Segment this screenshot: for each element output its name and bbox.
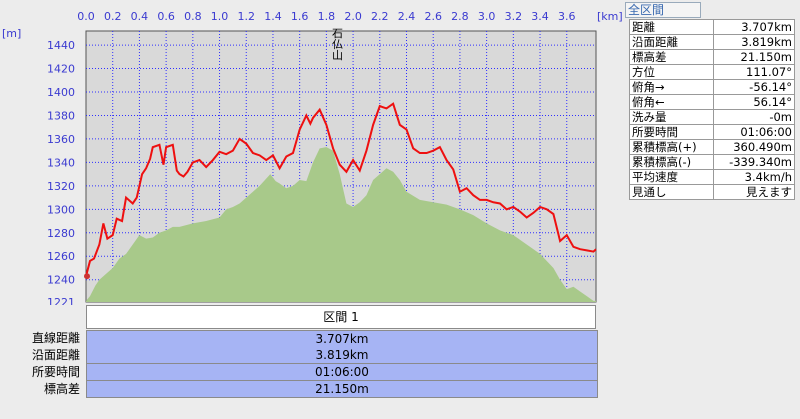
- x-tick-label: 1.0: [211, 10, 229, 23]
- x-axis-ticks: 0.0 0.2 0.4 0.6 0.8 1.0 1.2 1.4 1.6 1.8 2.0 2.2 2.4 2…: [77, 10, 575, 23]
- info-value: -0m: [712, 109, 795, 125]
- x-tick-label: 3.4: [531, 10, 549, 23]
- summary-row: 沿面距離 3.819km: [0, 347, 600, 364]
- x-tick-label: 1.6: [291, 10, 309, 23]
- info-label: 洗み量: [629, 109, 714, 125]
- elevation-chart[interactable]: 0.0 0.2 0.4 0.6 0.8 1.0 1.2 1.4 1.6 1.8 2.0 2.2 2.4 2…: [0, 0, 625, 305]
- info-row: 見通し 見えます: [629, 184, 795, 200]
- y-tick-label: 1420: [47, 63, 75, 76]
- info-row: 累積標高(+) 360.490m: [629, 139, 795, 155]
- y-tick-label: 1260: [47, 250, 75, 263]
- info-label: 所要時間: [629, 124, 714, 140]
- x-tick-label: 1.8: [318, 10, 336, 23]
- info-value: 3.707km: [712, 19, 795, 35]
- x-tick-label: 0.8: [184, 10, 202, 23]
- info-value: 360.490m: [712, 139, 795, 155]
- info-label: 平均速度: [629, 169, 714, 185]
- info-table: 距離 3.707km 沿面距離 3.819km 標高差 21.150m 方位 111.0…: [629, 19, 795, 200]
- y-tick-label: 1380: [47, 109, 75, 122]
- info-row: 洗み量 -0m: [629, 109, 795, 125]
- summary-row: 直線距離 3.707km: [0, 330, 600, 348]
- terrain-area: [86, 147, 596, 302]
- info-panel: 全区間 距離 3.707km 沿面距離 3.819km 標高差 21.150m 方位 1…: [625, 2, 797, 200]
- y-axis-unit: [m]: [2, 27, 21, 40]
- x-tick-label: 2.8: [451, 10, 469, 23]
- info-value: 21.150m: [712, 49, 795, 65]
- summary-value: 3.819km: [86, 347, 598, 364]
- x-tick-label: 2.6: [424, 10, 442, 23]
- y-tick-label: 1440: [47, 39, 75, 52]
- x-tick-label: 2.2: [371, 10, 389, 23]
- summary-label: 所要時間: [31, 365, 80, 379]
- info-value: -56.14°: [712, 79, 795, 95]
- summary-value: 21.150m: [86, 381, 598, 398]
- info-row: 俯角→ -56.14°: [629, 79, 795, 95]
- info-label: 方位: [629, 64, 714, 80]
- y-tick-label: 1240: [47, 274, 75, 287]
- section-header[interactable]: 区間 1: [86, 305, 596, 329]
- y-tick-label: 1320: [47, 180, 75, 193]
- summary-label: 標高差: [43, 382, 80, 396]
- info-label: 標高差: [629, 49, 714, 65]
- x-tick-label: 1.4: [264, 10, 282, 23]
- info-panel-title: 全区間: [625, 2, 701, 18]
- person-marker-icon[interactable]: [84, 273, 90, 280]
- summary-label: 直線距離: [31, 331, 80, 345]
- y-tick-label: 1280: [47, 227, 75, 240]
- y-tick-label: 1340: [47, 156, 75, 169]
- x-tick-label: 0.2: [104, 10, 122, 23]
- x-tick-label: 0.6: [157, 10, 175, 23]
- summary-label: 沿面距離: [31, 348, 80, 362]
- info-value: 見えます: [712, 184, 795, 200]
- summary-row: 所要時間 01:06:00: [0, 364, 600, 381]
- elevation-line: [85, 102, 597, 277]
- info-label: 俯角→: [629, 79, 714, 95]
- x-axis-unit: [km]: [597, 10, 623, 23]
- info-row: 俯角← 56.14°: [629, 94, 795, 110]
- info-row: 累積標高(-) -339.340m: [629, 154, 795, 170]
- info-value: 3.819km: [712, 34, 795, 50]
- x-tick-label: 1.2: [238, 10, 256, 23]
- info-label: 見通し: [629, 184, 714, 200]
- x-tick-label: 0.0: [77, 10, 95, 23]
- y-tick-label: 1400: [47, 86, 75, 99]
- x-tick-label: 2.4: [398, 10, 416, 23]
- info-label: 俯角←: [629, 94, 714, 110]
- x-tick-label: 3.0: [478, 10, 496, 23]
- x-tick-label: 3.6: [558, 10, 576, 23]
- summary-value: 01:06:00: [86, 364, 598, 381]
- info-value: 111.07°: [712, 64, 795, 80]
- info-value: -339.340m: [712, 154, 795, 170]
- section-summary: 直線距離 3.707km 沿面距離 3.819km 所要時間 01:06:00 …: [0, 330, 600, 398]
- info-label: 沿面距離: [629, 34, 714, 50]
- info-value: 56.14°: [712, 94, 795, 110]
- y-tick-label: 1300: [47, 203, 75, 216]
- y-tick-label: 1360: [47, 133, 75, 146]
- y-axis-ticks: 1221 1240 1260 1280 1300 1320 1340 1360 1380 1400…: [47, 39, 75, 305]
- summary-value: 3.707km: [86, 330, 598, 348]
- info-row: 方位 111.07°: [629, 64, 795, 80]
- info-label: 距離: [629, 19, 714, 35]
- info-row: 距離 3.707km: [629, 19, 795, 35]
- y-tick-label: 1221: [47, 296, 75, 305]
- info-row: 所要時間 01:06:00: [629, 124, 795, 140]
- info-label: 累積標高(+): [629, 139, 714, 155]
- x-tick-label: 3.2: [505, 10, 523, 23]
- peak-label: 石仏山: [331, 28, 344, 61]
- info-row: 標高差 21.150m: [629, 49, 795, 65]
- x-tick-label: 2.0: [344, 10, 362, 23]
- info-label: 累積標高(-): [629, 154, 714, 170]
- summary-row: 標高差 21.150m: [0, 381, 600, 398]
- info-value: 01:06:00: [712, 124, 795, 140]
- info-value: 3.4km/h: [712, 169, 795, 185]
- x-tick-label: 0.4: [131, 10, 149, 23]
- info-row: 平均速度 3.4km/h: [629, 169, 795, 185]
- info-row: 沿面距離 3.819km: [629, 34, 795, 50]
